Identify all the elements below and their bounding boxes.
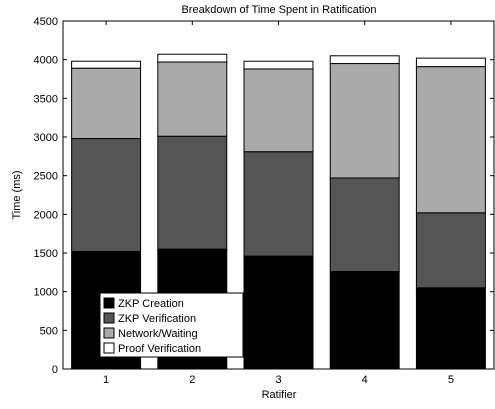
bar-5-series-1 [415, 287, 486, 370]
bar-2-series-2 [157, 135, 228, 250]
bar-3-series-4 [243, 60, 314, 70]
y-tick-label: 0 [52, 364, 58, 376]
x-tick-label: 2 [189, 374, 195, 386]
y-tick-label: 3000 [34, 132, 58, 144]
legend-swatch [103, 312, 115, 324]
y-tick-label: 1500 [34, 248, 58, 260]
y-axis: 0 500 1000 1500 2000 2500 3000 3500 4000 4500 [34, 16, 494, 376]
bar-1-series-4 [71, 60, 142, 69]
bar-1-series-3 [71, 67, 142, 140]
legend-swatch [103, 327, 115, 339]
x-tick-label: 4 [362, 374, 368, 386]
bar-2-series-4 [157, 53, 228, 63]
legend-label: Network/Waiting [118, 328, 198, 340]
bar-3-series-3 [243, 68, 314, 153]
bar-5-series-3 [415, 66, 486, 214]
legend-swatch [103, 342, 115, 354]
bar-3-series-1 [243, 255, 314, 370]
y-tick-label: 2500 [34, 171, 58, 183]
x-axis-label: Ratifier [262, 389, 297, 401]
x-tick-label: 3 [275, 374, 281, 386]
bar-5-series-4 [415, 57, 486, 68]
y-tick-label: 4000 [34, 55, 58, 67]
x-tick-label: 5 [448, 374, 454, 386]
x-axis: 1 2 3 4 5 [103, 21, 454, 386]
y-axis-label: Time (ms) [11, 170, 23, 219]
y-tick-label: 4500 [34, 16, 58, 28]
chart-title: Breakdown of Time Spent in Ratification [181, 4, 376, 16]
bar-2-series-3 [157, 61, 228, 137]
bar-4-series-4 [329, 55, 400, 65]
legend-label: ZKP Creation [118, 298, 184, 310]
x-tick-label: 1 [103, 374, 109, 386]
bar-4-series-2 [329, 177, 400, 273]
bar-3-series-2 [243, 151, 314, 257]
y-tick-label: 1000 [34, 287, 58, 299]
legend-swatch [103, 297, 115, 309]
y-tick-label: 500 [40, 325, 58, 337]
legend-box [99, 292, 244, 358]
legend: ZKP Creation ZKP Verification Network/Wait… [99, 292, 244, 358]
legend-label: ZKP Verification [118, 313, 196, 325]
bar-5-series-2 [415, 212, 486, 289]
bar-4-series-1 [329, 271, 400, 370]
bar-4-series-3 [329, 63, 400, 179]
y-tick-label: 3500 [34, 93, 58, 105]
legend-label: Proof Verification [118, 343, 201, 355]
y-tick-label: 2000 [34, 209, 58, 221]
bar-1-series-2 [71, 138, 142, 252]
